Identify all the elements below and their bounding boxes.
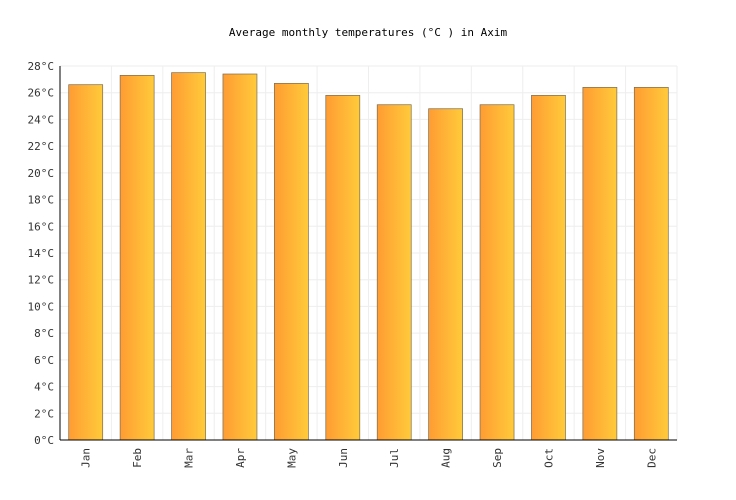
y-tick-label: 26°C [28, 87, 55, 100]
x-tick-label: May [285, 448, 298, 468]
y-tick-label: 0°C [34, 434, 54, 447]
y-tick-label: 18°C [28, 194, 55, 207]
y-tick-label: 10°C [28, 300, 55, 313]
bar-jun [325, 95, 361, 441]
bar-jul [376, 104, 412, 441]
y-tick-label: 28°C [28, 60, 55, 73]
y-tick-label: 4°C [34, 381, 54, 394]
y-tick-label: 8°C [34, 327, 54, 340]
bar-oct [531, 95, 566, 441]
bar-dec [633, 87, 669, 441]
bar-nov [582, 87, 618, 441]
x-tick-label: Apr [234, 448, 247, 468]
y-tick-label: 16°C [28, 220, 55, 233]
x-tick-label: Nov [594, 448, 607, 468]
chart-title: Average monthly temperatures (°C ) in Ax… [228, 26, 508, 39]
y-tick-label: 2°C [34, 407, 54, 420]
y-tick-label: 14°C [28, 247, 55, 260]
bar-mar [171, 72, 206, 441]
bar-sep [479, 104, 515, 441]
x-tick-label: Feb [131, 448, 144, 468]
y-tick-label: 6°C [34, 354, 54, 367]
y-tick-label: 20°C [28, 167, 55, 180]
bar-may [274, 83, 309, 441]
y-tick-label: 22°C [28, 140, 55, 153]
x-tick-label: Mar [183, 448, 196, 468]
y-tick-label: 12°C [28, 274, 55, 287]
bar-feb [119, 74, 155, 441]
x-tick-label: Aug [440, 448, 453, 468]
bar-jan [68, 84, 104, 441]
y-tick-label: 24°C [28, 113, 55, 126]
x-tick-label: Jul [388, 448, 401, 468]
bar-apr [222, 73, 258, 441]
x-tick-label: Dec [645, 448, 658, 468]
bar-aug [428, 108, 463, 441]
x-tick-label: Jan [80, 448, 93, 468]
x-tick-label: Oct [542, 448, 555, 468]
x-tick-label: Jun [337, 448, 350, 468]
x-tick-label: Sep [491, 448, 504, 468]
